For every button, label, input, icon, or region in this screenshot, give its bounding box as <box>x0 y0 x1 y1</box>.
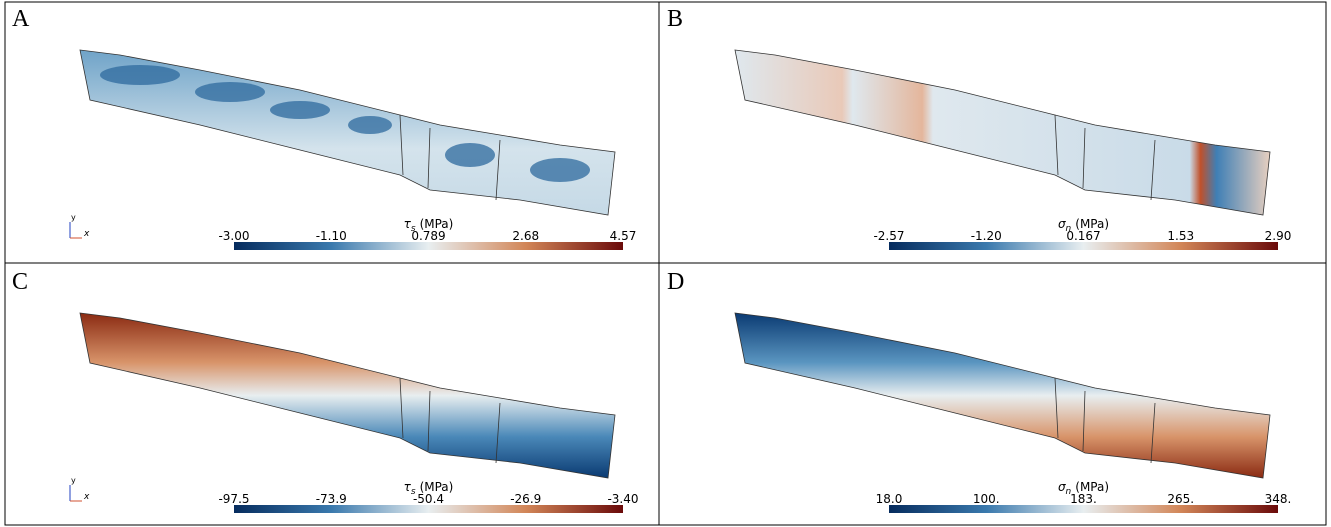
colorbar <box>889 505 1278 513</box>
colorbar-tick: -50.4 <box>413 492 444 506</box>
colorbar-tick: -73.9 <box>316 492 347 506</box>
triad-label: x <box>83 229 90 239</box>
colorbar-tick: -97.5 <box>218 492 249 506</box>
colorbar-tick: -1.20 <box>971 229 1002 243</box>
triad-label: y <box>71 213 76 222</box>
colorbar-title: τs (MPa) <box>404 217 454 234</box>
panel: Dσn (MPa) 18.0 100. 183. 265. 348. <box>667 269 1291 513</box>
colorbar-tick: -2.57 <box>873 229 904 243</box>
colorbar-title: σn (MPa) <box>1058 480 1109 497</box>
triad-label: x <box>83 492 90 502</box>
colorbar-tick: -3.40 <box>607 492 638 506</box>
symbol: σ <box>1058 217 1066 231</box>
colorbar <box>234 242 623 250</box>
panel-label: A <box>12 6 30 32</box>
colorbar-tick: 2.68 <box>512 229 539 243</box>
colorbar-tick: 1.53 <box>1167 229 1194 243</box>
colorbar-tick: 2.90 <box>1265 229 1292 243</box>
colorbar-tick: 348. <box>1265 492 1292 506</box>
colorbar-tick: 0.789 <box>411 229 445 243</box>
subscript: s <box>411 487 416 497</box>
panel: Ayx τs (MPa) -3.00 -1.10 0.789 2.68 4.57 <box>12 6 636 250</box>
triad-label: y <box>71 476 76 485</box>
fault-surface <box>734 312 1271 479</box>
colorbar-tick: 4.57 <box>610 229 637 243</box>
subscript: s <box>411 224 416 234</box>
unit: (MPa) <box>420 217 454 231</box>
colorbar-tick: 18.0 <box>876 492 903 506</box>
unit: (MPa) <box>420 480 454 494</box>
unit: (MPa) <box>1075 217 1109 231</box>
symbol: τ <box>404 480 412 494</box>
subscript: n <box>1066 487 1072 497</box>
panel-label: C <box>12 269 28 295</box>
colorbar-tick: 265. <box>1167 492 1194 506</box>
slip-patches <box>100 65 590 182</box>
colorbar-title: τs (MPa) <box>404 480 454 497</box>
colorbar-tick: -3.00 <box>218 229 249 243</box>
panel-label: B <box>667 6 683 32</box>
colorbar-tick: 0.167 <box>1066 229 1100 243</box>
colorbar-title: σn (MPa) <box>1058 217 1109 234</box>
colorbar <box>889 242 1278 250</box>
fault-surface <box>734 49 1271 216</box>
colorbar-tick: -1.10 <box>316 229 347 243</box>
subscript: n <box>1066 224 1072 234</box>
symbol: σ <box>1058 480 1066 494</box>
panel: Cyx τs (MPa) -97.5 -73.9 -50.4 -26.9 -3.40 <box>12 269 639 513</box>
colorbar-tick: 183. <box>1070 492 1097 506</box>
panel-label: D <box>667 269 684 295</box>
symbol: τ <box>404 217 412 231</box>
colorbar <box>234 505 623 513</box>
colorbar-tick: -26.9 <box>510 492 541 506</box>
fault-surface <box>79 312 616 479</box>
panel: Bσn (MPa) -2.57 -1.20 0.167 1.53 2.90 <box>667 6 1291 250</box>
colorbar-tick: 100. <box>973 492 1000 506</box>
unit: (MPa) <box>1075 480 1109 494</box>
